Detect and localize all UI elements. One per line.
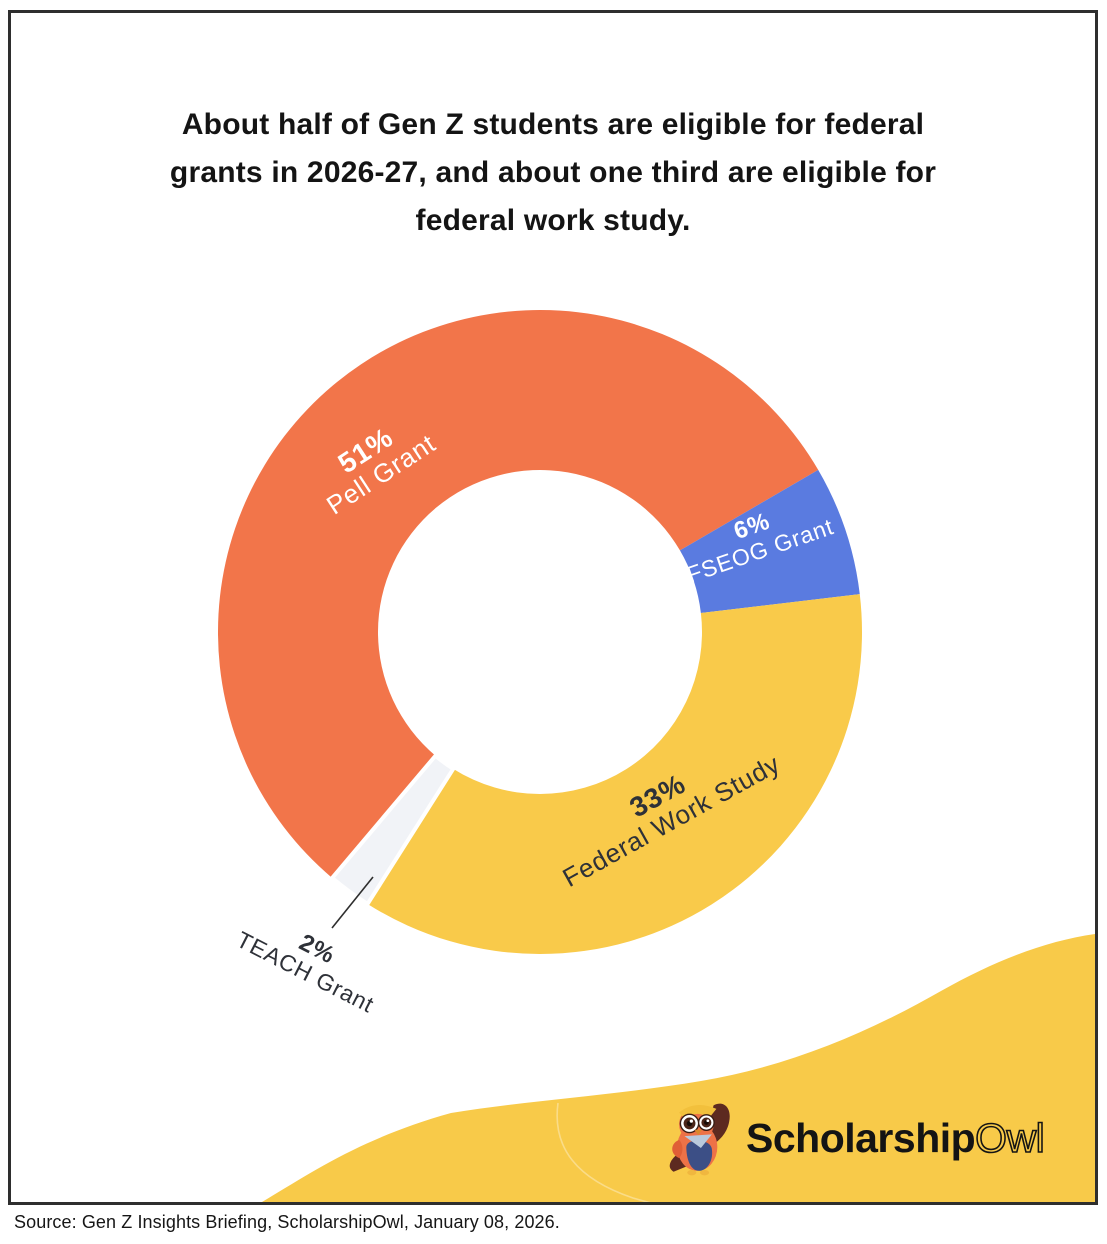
donut-slice-pell-grant: [217, 309, 819, 878]
teach-leader-line: [331, 876, 374, 929]
headline-line-1: About half of Gen Z students are eligibl…: [181, 108, 925, 141]
headline: About half of Gen Z students are eligibl…: [11, 101, 1095, 245]
brand-bold-text: Scholarship: [746, 1115, 975, 1161]
wave-decoration: [262, 934, 1095, 1202]
headline-line-3: federal work study.: [415, 204, 691, 237]
infographic-frame: 51% Pell Grant 6% FSEOG Grant 33% Federal Wor…: [8, 10, 1098, 1205]
wave-arc-line: [556, 1102, 651, 1202]
brand-light-text: Owl: [975, 1115, 1044, 1161]
brand-logo: ScholarshipOwl: [659, 1099, 1076, 1177]
donut-slice-teach-grant: [330, 753, 456, 906]
headline-line-2: grants in 2026-27, and about one third a…: [169, 156, 937, 189]
brand-wordmark: ScholarshipOwl: [746, 1114, 1046, 1162]
donut-slice-federal-work-study: [367, 594, 862, 954]
source-caption: Source: Gen Z Insights Briefing, Scholar…: [14, 1212, 560, 1232]
donut-slices: [217, 309, 862, 954]
slice-label-teach-grant: 2%TEACH Grant: [232, 926, 378, 1018]
owl-mascot-icon: [669, 1103, 730, 1176]
donut-slice-fseog-grant: [679, 469, 860, 613]
brand-text: ScholarshipOwl: [746, 1115, 1044, 1161]
